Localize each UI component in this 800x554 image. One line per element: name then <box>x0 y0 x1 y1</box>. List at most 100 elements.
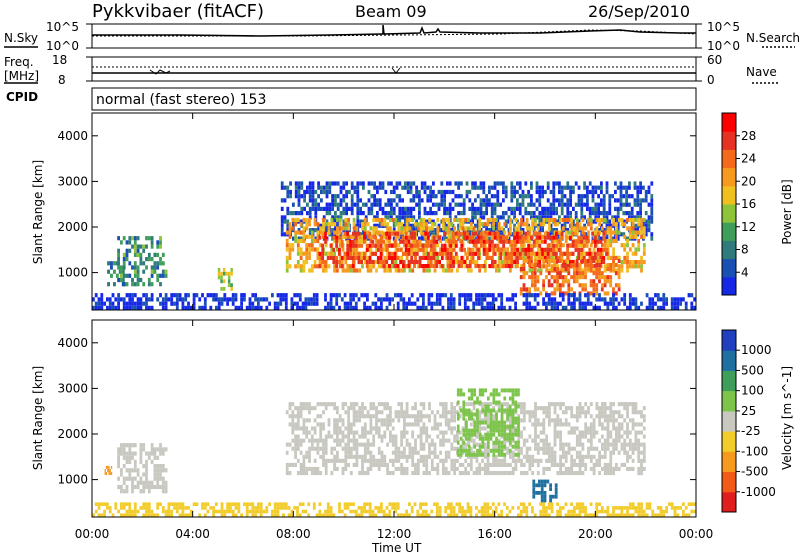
data-cell <box>352 434 356 439</box>
data-cell <box>577 202 581 207</box>
data-cell <box>620 422 624 427</box>
data-cell <box>584 434 588 439</box>
data-cell <box>609 279 613 284</box>
data-cell <box>538 211 542 216</box>
data-cell <box>395 202 399 207</box>
data-cell <box>527 251 530 256</box>
data-cell <box>317 194 320 199</box>
data-cell <box>440 264 444 269</box>
data-cell <box>444 255 448 260</box>
data-cell <box>467 448 471 453</box>
data-cell <box>113 261 116 266</box>
data-cell <box>310 434 314 439</box>
data-cell <box>597 215 600 220</box>
data-cell <box>300 206 304 211</box>
data-cell <box>497 226 501 231</box>
data-cell <box>570 305 573 310</box>
data-cell <box>466 255 469 260</box>
data-cell <box>636 198 640 203</box>
data-cell <box>418 215 421 220</box>
data-cell <box>181 301 185 306</box>
data-cell <box>402 259 405 264</box>
data-cell <box>452 297 456 302</box>
data-cell <box>442 217 445 223</box>
data-cell <box>403 410 406 415</box>
data-cell <box>385 293 389 298</box>
data-cell <box>644 198 648 203</box>
data-cell <box>398 219 402 224</box>
data-cell <box>376 211 379 216</box>
data-cell <box>493 259 497 264</box>
data-cell <box>391 458 395 463</box>
data-cell <box>466 305 470 310</box>
data-cell <box>628 454 632 459</box>
data-cell <box>574 215 578 220</box>
data-cell <box>642 223 645 228</box>
data-cell <box>447 454 451 459</box>
data-cell <box>347 268 350 273</box>
data-cell <box>436 217 440 223</box>
data-cell <box>553 291 557 296</box>
data-cell <box>615 442 618 447</box>
data-cell <box>640 442 643 447</box>
data-cell <box>392 206 396 211</box>
data-cell <box>342 211 346 216</box>
data-cell <box>209 305 213 310</box>
data-cell <box>407 247 411 252</box>
data-cell <box>331 228 334 233</box>
data-cell <box>433 450 437 455</box>
data-cell <box>548 442 551 447</box>
data-cell <box>354 239 358 244</box>
data-cell <box>507 251 511 256</box>
data-cell <box>453 466 456 471</box>
data-cell <box>439 458 442 463</box>
data-cell <box>325 219 329 224</box>
data-cell <box>560 235 564 240</box>
data-cell <box>285 462 289 467</box>
data-cell <box>153 451 157 456</box>
data-cell <box>415 194 418 199</box>
data-cell <box>447 268 451 273</box>
data-cell <box>125 273 129 278</box>
data-cell <box>322 458 325 463</box>
data-cell <box>597 206 600 211</box>
data-cell <box>282 293 285 298</box>
data-cell <box>623 255 627 260</box>
data-cell <box>347 442 350 447</box>
data-cell <box>433 422 437 427</box>
data-cell <box>418 211 421 216</box>
data-cell <box>300 219 304 224</box>
data-cell <box>634 442 638 447</box>
data-cell <box>222 271 226 276</box>
data-cell <box>316 446 320 451</box>
data-cell <box>310 238 314 244</box>
data-cell <box>161 273 165 278</box>
data-cell <box>449 255 453 260</box>
data-cell <box>443 202 446 207</box>
data-cell <box>556 287 559 292</box>
data-cell <box>156 476 160 481</box>
data-cell <box>572 219 575 224</box>
data-cell <box>402 305 406 310</box>
data-cell <box>628 442 632 447</box>
data-cell <box>369 264 373 269</box>
data-cell <box>482 251 486 256</box>
data-cell <box>291 402 295 407</box>
data-cell <box>587 410 590 415</box>
data-cell <box>383 217 387 223</box>
data-cell <box>457 194 460 199</box>
data-cell <box>528 293 531 298</box>
data-cell <box>471 185 474 190</box>
data-cell <box>598 267 601 272</box>
data-cell <box>488 239 492 244</box>
data-cell <box>452 255 455 260</box>
data-cell <box>390 259 394 264</box>
data-cell <box>299 251 303 256</box>
data-cell <box>578 305 582 310</box>
data-cell <box>453 438 456 443</box>
data-cell <box>372 438 376 443</box>
data-cell <box>575 426 579 431</box>
data-cell <box>397 410 401 415</box>
data-cell <box>457 223 460 228</box>
data-cell <box>630 206 634 211</box>
